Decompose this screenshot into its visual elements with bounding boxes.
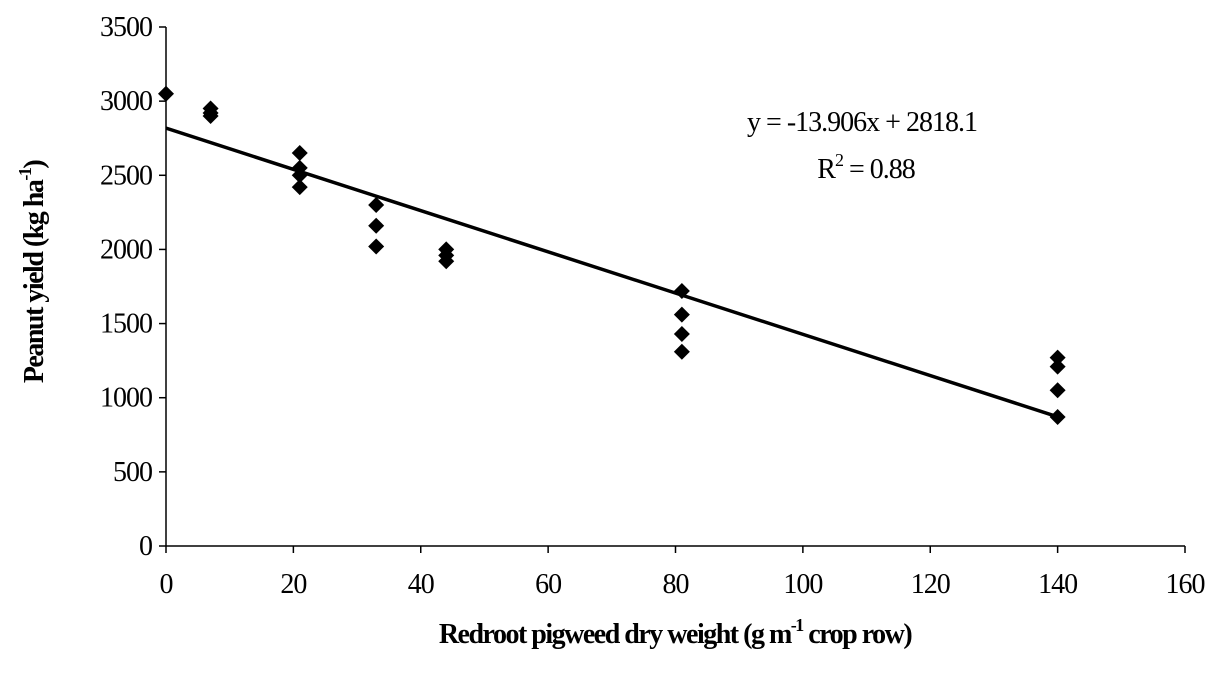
y-tick-label: 3000 [100,86,152,117]
data-point-diamond [368,217,385,234]
y-tick-label: 0 [139,531,152,562]
trendline-layer [165,126,1059,419]
x-axis-title-tail: crop row) [803,619,913,650]
trendline [165,126,1059,419]
data-point-diamond [1049,358,1066,375]
x-axis-title-superscript: -1 [791,615,804,635]
y-tick-label: 1000 [100,383,152,414]
data-point-diamond [1049,382,1066,399]
data-point-diamond [291,179,308,196]
r-squared-value: = 0.88 [843,154,915,185]
x-tick-label: 120 [911,569,950,600]
regression-equation: y = -13.906x + 2818.1 [747,107,977,138]
y-tick-label: 3500 [100,12,152,43]
axes [159,26,1186,553]
data-point-diamond [158,85,174,102]
data-point-diamond [1049,349,1066,366]
data-point-diamond [673,306,690,323]
r-squared-superscript: 2 [835,150,843,170]
x-tick-label: 40 [408,569,434,600]
data-point-diamond [368,238,385,255]
x-axis-title: Redroot pigweed dry weight (g m-1 crop r… [439,615,913,650]
x-tick-label: 20 [280,569,306,600]
data-point-diamond [202,107,219,124]
x-tick-label: 60 [535,569,561,600]
x-tick-label: 160 [1166,569,1205,600]
y-axis-title-superscript: -1 [15,167,35,180]
data-points [158,85,1066,425]
data-point-diamond [1049,408,1066,425]
data-point-diamond [368,196,385,213]
x-tick-label: 80 [663,569,689,600]
y-axis-title-main: Peanut yield (kg ha [19,179,50,383]
data-point-diamond [673,343,690,360]
x-axis-title-main: Redroot pigweed dry weight (g m [439,619,792,650]
x-tick-label: 0 [160,569,173,600]
y-tick-label: 500 [113,457,152,488]
data-point-diamond [438,253,455,270]
data-point-diamond [291,145,308,162]
x-tick-label: 140 [1038,569,1077,600]
x-tick-label: 100 [783,569,822,600]
y-tick-label: 2500 [100,160,152,191]
tick-labels: 0 500 1000 1500 2000 2500 3000 3500 0 20 40 60 80 100… [100,12,1206,600]
r-squared-symbol: R [817,154,836,185]
y-axis-title-tail: ) [19,160,50,169]
r-squared-label: R2 = 0.88 [817,150,914,185]
y-tick-label: 2000 [100,234,152,265]
data-point-diamond [673,325,690,342]
data-point-diamond [291,167,308,184]
data-point-diamond [673,282,690,299]
y-tick-label: 1500 [100,309,152,340]
y-axis-title: Peanut yield (kg ha-1) [15,160,50,384]
